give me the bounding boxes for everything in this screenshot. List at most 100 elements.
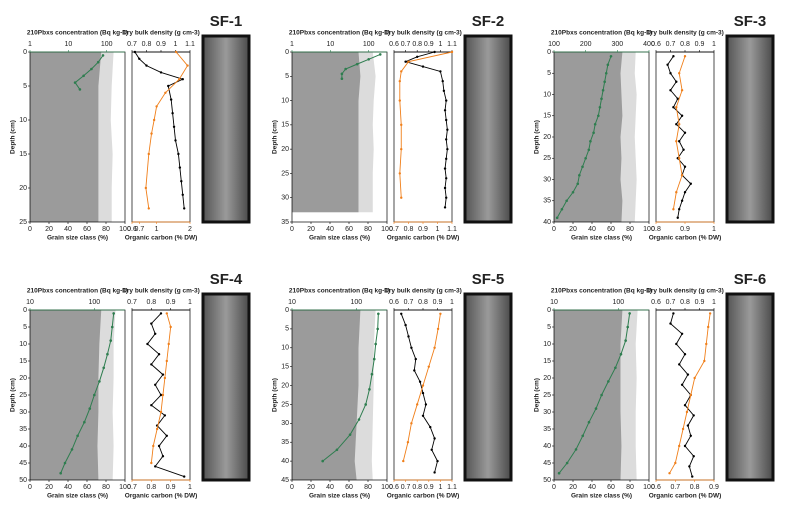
x-tick-label: 0.9 bbox=[424, 41, 434, 48]
x-tick-label: 100 bbox=[643, 484, 655, 491]
data-point bbox=[181, 78, 184, 81]
y-tick-label: 25 bbox=[19, 392, 27, 399]
x-tick-label: 0.6 bbox=[389, 41, 399, 48]
y-tick-label: 45 bbox=[281, 477, 289, 484]
data-point bbox=[163, 376, 167, 380]
data-point bbox=[398, 99, 401, 102]
data-point bbox=[161, 455, 165, 458]
data-point bbox=[571, 190, 575, 194]
axis-label: Dry bulk density (g cm-3) bbox=[384, 288, 462, 295]
x-tick-label: 100 bbox=[643, 226, 655, 233]
x-tick-label: 100 bbox=[350, 299, 362, 306]
x-tick-label: 1.1 bbox=[447, 484, 457, 491]
data-point bbox=[674, 461, 677, 465]
data-point bbox=[155, 427, 159, 431]
y-tick-label: 40 bbox=[543, 219, 551, 226]
data-point bbox=[675, 123, 678, 126]
y-tick-label: 25 bbox=[543, 155, 551, 162]
profile-line bbox=[145, 51, 189, 209]
data-point bbox=[180, 180, 183, 183]
x-axis-label: Grain size class (%) bbox=[47, 235, 108, 242]
data-point bbox=[678, 123, 681, 126]
data-point bbox=[574, 448, 578, 451]
data-point bbox=[147, 152, 150, 156]
data-point bbox=[703, 359, 706, 363]
x-tick-label: 40 bbox=[588, 484, 596, 491]
data-point bbox=[377, 312, 380, 316]
data-point bbox=[138, 57, 141, 60]
data-point bbox=[421, 65, 425, 68]
x-tick-label: 0.7 bbox=[127, 299, 137, 306]
y-tick-label: 25 bbox=[281, 401, 289, 408]
x-tick-label: 1 bbox=[712, 299, 716, 306]
data-point bbox=[669, 72, 672, 75]
x-tick-label: 1 bbox=[712, 41, 716, 48]
data-point bbox=[427, 365, 430, 368]
data-point bbox=[410, 346, 413, 349]
data-point bbox=[416, 55, 419, 59]
x-tick-label: 40 bbox=[588, 226, 596, 233]
data-point bbox=[675, 106, 678, 109]
y-tick-label: 15 bbox=[281, 364, 289, 371]
data-point bbox=[689, 182, 692, 185]
data-point bbox=[565, 199, 568, 203]
x-tick-label: 0 bbox=[552, 226, 556, 233]
y-tick-label: 35 bbox=[543, 198, 551, 205]
data-point bbox=[177, 152, 180, 156]
data-point bbox=[159, 410, 163, 414]
data-point bbox=[594, 407, 598, 410]
data-point bbox=[604, 71, 608, 75]
data-point bbox=[678, 72, 681, 75]
x-tick-label: 10 bbox=[326, 41, 334, 48]
data-point bbox=[169, 98, 173, 101]
data-point bbox=[109, 339, 113, 342]
x-tick-label: 0.9 bbox=[680, 226, 690, 233]
x-tick-label: 1 bbox=[174, 41, 178, 48]
panel-title: SF-4 bbox=[210, 271, 243, 288]
data-point bbox=[370, 372, 374, 376]
y-tick-label: 5 bbox=[23, 324, 27, 331]
data-point bbox=[557, 471, 561, 475]
x-tick-label: 0 bbox=[28, 484, 32, 491]
data-point bbox=[689, 393, 692, 397]
data-point bbox=[445, 177, 448, 180]
y-tick-label: 25 bbox=[19, 219, 27, 226]
data-point bbox=[93, 393, 96, 397]
x-tick-label: 100 bbox=[612, 299, 624, 306]
data-point bbox=[146, 342, 149, 346]
data-point bbox=[707, 325, 710, 329]
data-point bbox=[683, 444, 687, 448]
data-point bbox=[439, 312, 442, 315]
data-point bbox=[708, 312, 712, 315]
data-point bbox=[672, 106, 675, 109]
data-point bbox=[418, 380, 422, 383]
data-point bbox=[683, 404, 687, 407]
grain-size-area bbox=[554, 52, 623, 222]
data-point bbox=[88, 407, 92, 410]
data-point bbox=[413, 369, 416, 372]
data-point bbox=[172, 125, 176, 128]
data-point bbox=[150, 322, 153, 325]
data-point bbox=[441, 79, 444, 83]
axis-label: Dry bulk density (g cm-3) bbox=[122, 30, 200, 37]
data-point bbox=[678, 444, 681, 448]
x-tick-label: 20 bbox=[45, 484, 53, 491]
x-tick-label: 0.6 bbox=[651, 484, 661, 491]
x-tick-label: 0.6 bbox=[651, 299, 661, 306]
data-point bbox=[675, 80, 678, 83]
y-tick-label: 15 bbox=[543, 358, 551, 365]
data-point bbox=[400, 196, 403, 199]
y-tick-label: 30 bbox=[19, 409, 27, 416]
x-tick-label: 0.6 bbox=[651, 41, 661, 48]
x-tick-label: 100 bbox=[119, 226, 131, 233]
y-tick-label: 15 bbox=[543, 113, 551, 120]
x-tick-label: 100 bbox=[101, 41, 113, 48]
data-point bbox=[102, 366, 106, 370]
axis-label: Organic carbon (% DW) bbox=[125, 493, 198, 500]
data-point bbox=[154, 383, 157, 386]
data-point bbox=[581, 165, 584, 169]
data-point bbox=[705, 342, 708, 346]
x-tick-label: 80 bbox=[626, 484, 634, 491]
panel-title: SF-1 bbox=[210, 13, 243, 30]
